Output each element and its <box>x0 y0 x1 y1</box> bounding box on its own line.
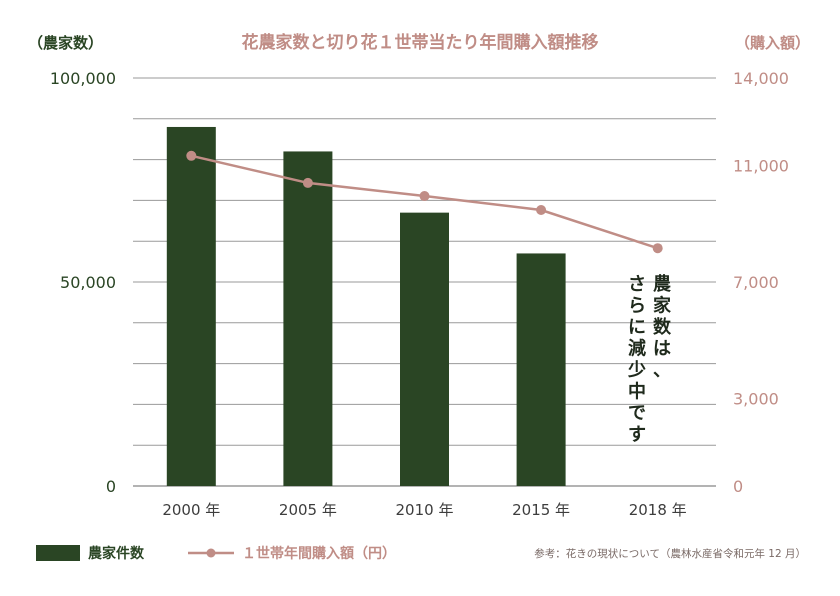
x-tick-labels: 2000 年 2005 年 2010 年 2015 年 2018 年 <box>162 501 686 519</box>
bar-2 <box>400 212 449 486</box>
left-tick-label: 100,000 <box>50 69 116 88</box>
x-tick-label: 2000 年 <box>162 501 220 519</box>
axes: （農家数） 花農家数と切り花１世帯当たり年間購入額推移 （購入額） <box>28 32 810 53</box>
right-tick-label: 3,000 <box>733 390 779 409</box>
right-tick-label: 7,000 <box>733 273 779 292</box>
source-note: 参考：花きの現状について（農林水産省令和元年 12 月） <box>534 547 806 560</box>
x-tick-label: 2018 年 <box>629 501 687 519</box>
line-point-2 <box>419 191 430 202</box>
x-tick-label: 2015 年 <box>512 501 570 519</box>
left-axis-label: （農家数） <box>28 34 103 52</box>
chart-title: 花農家数と切り花１世帯当たり年間購入額推移 <box>242 32 599 53</box>
legend-bar-label: 農家件数 <box>88 545 145 562</box>
right-tick-labels: 0 3,000 7,000 11,000 14,000 <box>733 69 789 496</box>
left-tick-label: 0 <box>106 477 116 496</box>
right-tick-label: 0 <box>733 477 743 496</box>
line-point-0 <box>186 150 197 161</box>
right-tick-label: 11,000 <box>733 156 789 175</box>
line-point-4 <box>652 243 663 254</box>
bar-0 <box>166 126 216 487</box>
legend: 農家件数 １世帯年間購入額（円） 参考：花きの現状について（農林水産省令和元年 … <box>36 545 806 562</box>
annotation: 農家数は、さらに減少中です <box>627 274 672 446</box>
right-tick-label: 14,000 <box>733 69 789 88</box>
annotation-line: さらに減少中です <box>627 274 646 446</box>
line-series <box>186 150 663 254</box>
right-axis-label: （購入額） <box>735 34 810 52</box>
legend-bar-swatch <box>36 545 80 561</box>
x-tick-label: 2010 年 <box>396 501 454 519</box>
left-tick-labels: 0 50,000 100,000 <box>50 69 116 496</box>
left-tick-label: 50,000 <box>60 273 116 292</box>
bar-1 <box>283 151 333 486</box>
line-point-3 <box>536 205 547 216</box>
line-point-1 <box>302 177 313 188</box>
legend-line-marker <box>206 548 216 558</box>
x-tick-label: 2005 年 <box>279 501 337 519</box>
legend-line-label: １世帯年間購入額（円） <box>242 545 396 562</box>
bars <box>166 126 566 487</box>
annotation-line: 農家数は、 <box>653 274 672 381</box>
bar-3 <box>516 253 566 486</box>
